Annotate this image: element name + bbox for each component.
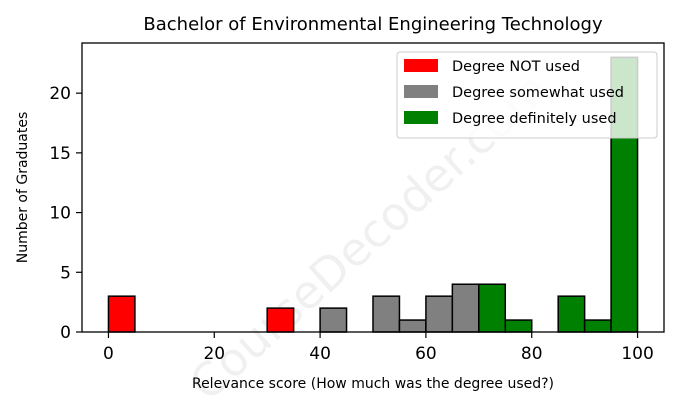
bar-degree-not-used-0 (107, 295, 136, 333)
bar-degree-somewhat-used-65 (451, 283, 480, 333)
legend-box (396, 51, 658, 139)
y-tick-label: 15 (49, 144, 71, 164)
legend-swatch (404, 85, 438, 98)
y-tick-label: 0 (60, 323, 71, 343)
y-tick-label: 10 (49, 204, 71, 224)
bar-degree-somewhat-used-40 (319, 307, 348, 333)
legend-swatch (404, 111, 438, 124)
bar-degree-definitely-used-90 (583, 319, 612, 333)
x-tick-label: 20 (203, 344, 225, 364)
legend-swatch (404, 59, 438, 72)
x-axis: 0 20 40 60 80 100 (103, 332, 654, 364)
x-axis-label: Relevance score (How much was the degree… (192, 376, 554, 392)
chart-title: Bachelor of Environmental Engineering Te… (143, 14, 603, 35)
bar-degree-not-used-30 (266, 307, 295, 333)
y-tick-label: 20 (49, 84, 71, 104)
bar-degree-definitely-used-75 (504, 319, 533, 333)
x-tick-label: 60 (415, 344, 437, 364)
bar-degree-definitely-used-70 (478, 283, 507, 333)
legend-label: Degree NOT used (452, 59, 580, 75)
x-tick-label: 0 (103, 344, 114, 364)
bar-degree-somewhat-used-60 (425, 295, 454, 333)
legend-label: Degree definitely used (452, 111, 617, 127)
bar-degree-somewhat-used-50 (372, 295, 401, 333)
y-tick-label: 5 (60, 263, 71, 283)
x-tick-label: 40 (309, 344, 331, 364)
plot-frame (81, 42, 665, 333)
bar-degree-definitely-used-85 (557, 295, 586, 333)
y-axis-label: Number of Graduates (15, 112, 31, 264)
bar-degree-somewhat-used-55 (398, 319, 427, 333)
legend-label: Degree somewhat used (452, 85, 624, 101)
y-axis: 0 5 10 15 20 (49, 84, 82, 343)
x-tick-label: 80 (521, 344, 543, 364)
legend: Degree NOT used Degree somewhat used Degre… (396, 51, 658, 139)
x-tick-label: 100 (621, 344, 653, 364)
